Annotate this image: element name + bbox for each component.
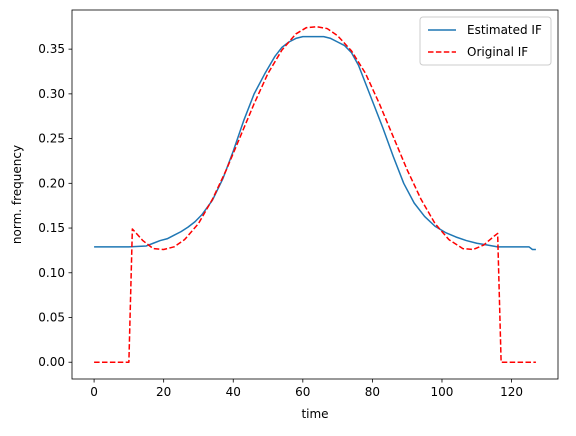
x-tick-label: 0	[90, 385, 98, 399]
legend-label-estimated-if: Estimated IF	[467, 23, 542, 37]
y-tick-label: 0.00	[38, 355, 65, 369]
y-tick-label: 0.20	[38, 176, 65, 190]
y-tick-label: 0.05	[38, 311, 65, 325]
x-tick-label: 20	[156, 385, 171, 399]
y-tick-label: 0.10	[38, 266, 65, 280]
x-axis-label: time	[301, 407, 328, 421]
y-axis-label: norm. frequency	[10, 145, 24, 244]
axes-layer: 0 20 40 60 80 100 120 0.00 0.05 0.10 0.15 0.20 0.25 0…	[38, 42, 523, 399]
series-line-original-if	[94, 26, 536, 363]
series-line-estimated-if	[94, 35, 536, 251]
y-tick-label: 0.15	[38, 221, 65, 235]
series-layer	[94, 26, 536, 363]
legend: Estimated IF Original IF	[419, 16, 552, 66]
plot-frame	[71, 9, 559, 380]
y-tick-label: 0.30	[38, 87, 65, 101]
y-tick-label: 0.35	[38, 42, 65, 56]
legend-box	[419, 16, 552, 66]
x-tick-label: 80	[365, 385, 380, 399]
x-tick-label: 120	[500, 385, 523, 399]
x-tick-label: 100	[431, 385, 454, 399]
plot-area	[72, 10, 558, 379]
x-tick-label: 40	[226, 385, 241, 399]
legend-label-original-if: Original IF	[467, 45, 528, 59]
y-tick-label: 0.25	[38, 132, 65, 146]
x-tick-label: 60	[295, 385, 310, 399]
